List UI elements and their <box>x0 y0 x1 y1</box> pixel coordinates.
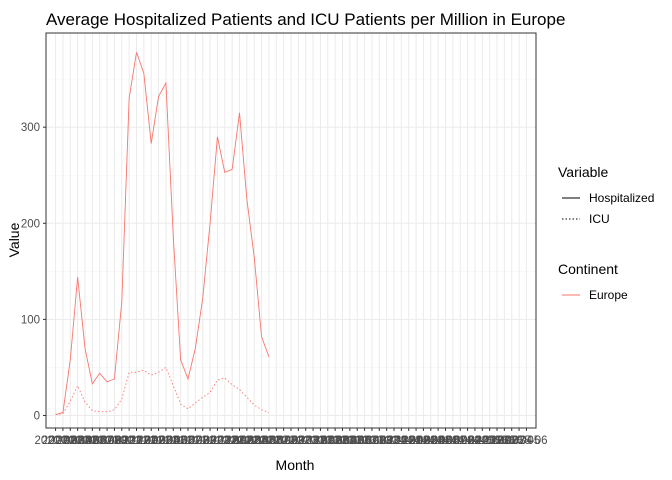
y-axis: 0 100 200 300 <box>21 122 46 423</box>
x-tick-label: 2020-04 <box>49 435 92 447</box>
legend-title-continent: Continent <box>558 261 618 277</box>
x-tick-label: 2022-09 <box>263 435 305 447</box>
x-tick-label: 2020-08 <box>79 435 121 447</box>
x-tick-label: 2023-08 <box>343 435 385 447</box>
x-tick-label: 2020-07 <box>71 435 113 447</box>
y-axis-title: Value <box>6 222 22 257</box>
x-tick-label: 2021-09 <box>174 435 216 447</box>
x-tick-label: 2023-12 <box>373 435 415 447</box>
x-tick-label: 2022-08 <box>255 435 297 447</box>
x-tick-label: 2024-09 <box>439 435 481 447</box>
x-tick-label: 2021-11 <box>189 435 230 447</box>
series-line-hospitalized <box>55 52 270 415</box>
x-tick-label: 2021-04 <box>137 435 180 447</box>
x-tick-label: 2023-01 <box>292 435 334 447</box>
x-tick-label: 2023-02 <box>299 435 341 447</box>
x-tick-label: 2021-08 <box>167 435 209 447</box>
x-tick-label: 2020-06 <box>64 435 106 447</box>
x-tick-label: 2021-02 <box>123 435 165 447</box>
legend-label-europe: Europe <box>589 288 628 302</box>
x-tick-label: 2024-04 <box>402 435 445 447</box>
x-tick-label: 2023-11 <box>366 435 407 447</box>
x-tick-label: 2023-06 <box>329 435 371 447</box>
x-tick-label: 2024-03 <box>395 435 437 447</box>
x-tick-label: 2024-07 <box>424 435 466 447</box>
x-tick-label: 2024-06 <box>417 435 459 447</box>
x-tick-label: 2021-12 <box>196 435 238 447</box>
x-tick-label: 2025-01 <box>469 435 511 447</box>
plot-lines <box>55 52 270 415</box>
x-axis: 2020-022020-032020-042020-052020-062020-… <box>34 428 548 447</box>
x-tick-label: 2025-06 <box>505 435 547 447</box>
x-tick-label: 2022-07 <box>248 435 290 447</box>
x-tick-label: 2020-02 <box>34 435 76 447</box>
x-tick-label: 2022-05 <box>233 435 275 447</box>
x-tick-label: 2024-08 <box>432 435 474 447</box>
x-tick-label: 2025-05 <box>498 435 540 447</box>
y-tick-label: 200 <box>21 218 40 230</box>
x-tick-label: 2022-12 <box>285 435 327 447</box>
x-tick-label: 2021-03 <box>130 435 172 447</box>
y-tick-label: 0 <box>34 411 40 423</box>
grid <box>46 33 536 428</box>
x-tick-label: 2023-03 <box>307 435 349 447</box>
x-tick-label: 2025-02 <box>476 435 518 447</box>
x-tick-label: 2021-07 <box>160 435 202 447</box>
x-tick-label: 2023-10 <box>358 435 400 447</box>
x-tick-label: 2020-05 <box>57 435 99 447</box>
x-tick-label: 2021-05 <box>145 435 187 447</box>
legend-title-variable: Variable <box>558 164 609 180</box>
series-line-icu <box>55 366 270 415</box>
x-tick-label: 2022-10 <box>270 435 312 447</box>
x-tick-label: 2021-06 <box>152 435 194 447</box>
x-tick-label: 2020-12 <box>108 435 150 447</box>
chart-title: Average Hospitalized Patients and ICU Pa… <box>46 10 565 29</box>
x-tick-label: 2022-03 <box>218 435 260 447</box>
x-tick-label: 2024-01 <box>380 435 422 447</box>
x-tick-label: 2023-09 <box>351 435 393 447</box>
x-tick-label: 2023-05 <box>321 435 363 447</box>
x-tick-label: 2022-02 <box>211 435 253 447</box>
x-tick-label: 2020-03 <box>42 435 84 447</box>
x-tick-label: 2022-06 <box>240 435 282 447</box>
x-tick-label: 2025-03 <box>483 435 525 447</box>
x-tick-label: 2023-04 <box>314 435 357 447</box>
legend: Variable Hospitalized ICU Continent Euro… <box>558 164 654 302</box>
x-tick-label: 2023-07 <box>336 435 378 447</box>
x-tick-label: 2020-10 <box>93 435 135 447</box>
x-tick-label: 2021-10 <box>182 435 224 447</box>
x-tick-label: 2024-02 <box>388 435 430 447</box>
x-tick-label: 2022-11 <box>278 435 319 447</box>
legend-label-icu: ICU <box>589 212 610 226</box>
x-tick-label: 2022-04 <box>226 435 269 447</box>
x-tick-label: 2020-11 <box>101 435 142 447</box>
x-tick-label: 2024-10 <box>446 435 488 447</box>
x-tick-label: 2024-11 <box>454 435 495 447</box>
x-tick-label: 2021-01 <box>115 435 157 447</box>
x-tick-label: 2025-04 <box>491 435 534 447</box>
y-tick-label: 100 <box>21 314 40 326</box>
x-axis-title: Month <box>276 457 315 473</box>
y-tick-label: 300 <box>21 122 40 134</box>
legend-label-hospitalized: Hospitalized <box>589 191 654 205</box>
x-tick-label: 2022-01 <box>204 435 246 447</box>
x-tick-label: 2024-12 <box>461 435 503 447</box>
x-tick-label: 2024-05 <box>410 435 452 447</box>
x-tick-label: 2020-09 <box>86 435 128 447</box>
